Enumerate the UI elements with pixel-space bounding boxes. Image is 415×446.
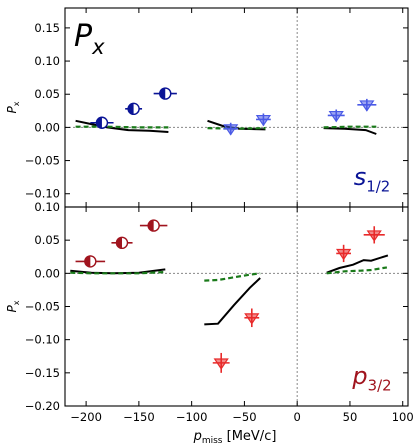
y-tick-label: −0.20 bbox=[25, 399, 60, 413]
x-tick-label: −150 bbox=[123, 410, 155, 424]
x-tick-label: 0 bbox=[294, 410, 301, 424]
x-tick-label: 100 bbox=[392, 410, 414, 424]
data-point bbox=[75, 255, 106, 268]
marker-triangle-down bbox=[223, 124, 239, 136]
marker-half-fill bbox=[96, 117, 102, 129]
marker-triangle-down bbox=[336, 248, 352, 261]
panel-state-label-main: p bbox=[351, 362, 367, 390]
y-tick-label: 0.05 bbox=[34, 233, 60, 247]
y-axis-label-main: P bbox=[5, 304, 19, 312]
panel-state-label-sub: 1/2 bbox=[366, 178, 390, 196]
marker-half-fill bbox=[116, 237, 122, 249]
marker-triangle-down bbox=[366, 230, 382, 242]
data-point bbox=[244, 308, 260, 328]
data-point bbox=[363, 226, 385, 244]
y-tick-label: −0.05 bbox=[25, 154, 60, 168]
data-point bbox=[90, 116, 114, 129]
x-tick-label: −100 bbox=[176, 410, 208, 424]
y-axis-label-main: P bbox=[5, 105, 19, 113]
data-point bbox=[336, 244, 352, 263]
panel-state-label: p3/2 bbox=[351, 362, 391, 395]
y-tick-label: 0.05 bbox=[34, 87, 60, 101]
data-point bbox=[223, 122, 239, 136]
y-tick-label: −0.10 bbox=[25, 187, 60, 201]
x-tick-label: −200 bbox=[70, 410, 102, 424]
marker-half-fill bbox=[128, 103, 134, 115]
y-axis-label-sub: x bbox=[12, 101, 21, 106]
marker-triangle-down bbox=[359, 100, 375, 112]
data-point bbox=[153, 87, 177, 100]
y-tick-label: 0.10 bbox=[34, 200, 60, 214]
marker-half-fill bbox=[159, 88, 166, 100]
figure-title-sub: x bbox=[91, 35, 105, 59]
x-tick-label: −50 bbox=[232, 410, 256, 424]
theory-dashed-curve bbox=[323, 125, 377, 129]
theory-dashed-curve bbox=[326, 266, 388, 275]
x-axis-label: pmiss [MeV/c] bbox=[193, 429, 277, 446]
y-axis-label: Px bbox=[5, 101, 21, 113]
marker-triangle-down bbox=[244, 313, 260, 325]
data-point bbox=[255, 113, 272, 127]
marker-triangle-down bbox=[255, 114, 272, 127]
marker-half-fill bbox=[84, 255, 91, 267]
y-tick-label: 0.00 bbox=[34, 266, 60, 280]
data-point bbox=[111, 236, 133, 250]
data-point bbox=[139, 219, 168, 232]
panel-bottom: 0.10 0.05 0.00 −0.05 −0.10 −0.15 −0.20 −200 −150… bbox=[5, 200, 414, 424]
theory-solid-curve bbox=[323, 127, 377, 135]
panel-state-label: s1/2 bbox=[354, 163, 390, 196]
theory-dashed-curve bbox=[70, 270, 166, 275]
y-tick-label: −0.05 bbox=[25, 300, 60, 314]
panel-top: 0.15 0.10 0.05 0.00 −0.05 −0.10 Px s1/2 bbox=[5, 7, 409, 208]
data-point bbox=[357, 98, 377, 112]
y-tick-label: 0.10 bbox=[34, 54, 60, 68]
marker-triangle-down bbox=[328, 110, 344, 123]
y-tick-label: −0.10 bbox=[25, 333, 60, 347]
theory-solid-curve bbox=[326, 254, 389, 274]
theory-solid-curve bbox=[204, 277, 261, 326]
y-axis-label: Px bbox=[5, 300, 21, 312]
marker-triangle-down bbox=[213, 358, 229, 370]
y-tick-label: −0.15 bbox=[25, 366, 60, 380]
marker-half-fill bbox=[148, 220, 154, 232]
y-tick-label: 0.15 bbox=[34, 21, 60, 35]
panel-state-label-main: s bbox=[354, 163, 367, 191]
y-tick-label: 0.00 bbox=[34, 120, 60, 134]
data-point bbox=[125, 102, 143, 116]
data-point bbox=[212, 352, 230, 373]
data-point bbox=[327, 109, 345, 123]
figure-title: Px bbox=[74, 19, 105, 59]
x-tick-label: 50 bbox=[343, 410, 358, 424]
y-axis-label-sub: x bbox=[12, 300, 21, 305]
panel-state-label-sub: 3/2 bbox=[368, 377, 392, 395]
theory-solid-curve bbox=[75, 119, 169, 133]
theory-dashed-curve bbox=[204, 272, 261, 282]
